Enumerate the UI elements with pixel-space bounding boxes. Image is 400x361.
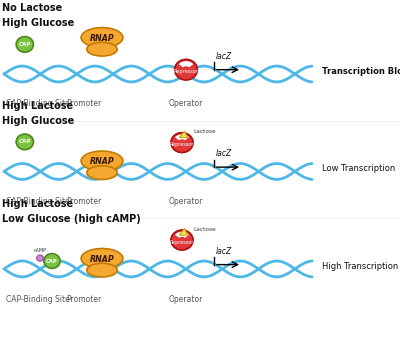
- Circle shape: [44, 254, 60, 268]
- Text: High Glucose: High Glucose: [2, 116, 74, 126]
- Wedge shape: [175, 134, 189, 143]
- Text: RNAP: RNAP: [90, 34, 114, 43]
- Text: CAP-Binding Site: CAP-Binding Site: [6, 99, 70, 108]
- Text: Promoter: Promoter: [66, 99, 102, 108]
- Text: No Lactose: No Lactose: [2, 3, 62, 13]
- Ellipse shape: [87, 166, 117, 179]
- Ellipse shape: [87, 42, 117, 56]
- Text: Operator: Operator: [169, 197, 203, 206]
- Ellipse shape: [81, 248, 123, 269]
- Circle shape: [16, 36, 34, 52]
- Wedge shape: [182, 66, 190, 73]
- Text: lacZ: lacZ: [216, 52, 232, 61]
- Text: CAP: CAP: [46, 258, 58, 264]
- Circle shape: [171, 230, 193, 250]
- Ellipse shape: [81, 27, 123, 48]
- Ellipse shape: [87, 263, 117, 277]
- Text: High Lactose: High Lactose: [2, 101, 73, 111]
- Text: Lactose: Lactose: [194, 130, 216, 134]
- Polygon shape: [179, 229, 188, 235]
- Text: lacZ: lacZ: [216, 149, 232, 158]
- Text: lacZ: lacZ: [216, 247, 232, 256]
- Text: cAMP: cAMP: [34, 248, 46, 253]
- Text: CAP-Binding Site: CAP-Binding Site: [6, 197, 70, 206]
- Text: Transcription Blocked: Transcription Blocked: [322, 67, 400, 75]
- Text: Low Glucose (high cAMP): Low Glucose (high cAMP): [2, 214, 141, 224]
- Text: Promoter: Promoter: [66, 295, 102, 304]
- Text: RNAP: RNAP: [90, 255, 114, 264]
- Text: CAP: CAP: [18, 42, 31, 47]
- Text: CAP: CAP: [18, 139, 31, 144]
- Circle shape: [171, 132, 193, 153]
- Text: High Glucose: High Glucose: [2, 18, 74, 28]
- Text: High Lactose: High Lactose: [2, 199, 73, 209]
- Circle shape: [174, 59, 198, 80]
- Circle shape: [16, 134, 34, 150]
- Text: RNAP: RNAP: [90, 157, 114, 166]
- Text: High Transcription: High Transcription: [322, 262, 398, 270]
- Wedge shape: [178, 139, 186, 146]
- Circle shape: [37, 255, 43, 261]
- Wedge shape: [175, 232, 189, 240]
- Text: Promoter: Promoter: [66, 197, 102, 206]
- Text: Operator: Operator: [169, 99, 203, 108]
- Text: Repressor: Repressor: [170, 240, 194, 244]
- Text: Lactose: Lactose: [194, 227, 216, 232]
- Text: Operator: Operator: [169, 295, 203, 304]
- Wedge shape: [178, 237, 186, 243]
- Text: Repressor: Repressor: [170, 142, 194, 147]
- Text: Low Transcription: Low Transcription: [322, 164, 395, 173]
- Wedge shape: [179, 61, 193, 70]
- Ellipse shape: [81, 151, 123, 171]
- Text: Repressor: Repressor: [174, 69, 198, 74]
- Text: CAP-Binding Site: CAP-Binding Site: [6, 295, 70, 304]
- Polygon shape: [179, 131, 188, 138]
